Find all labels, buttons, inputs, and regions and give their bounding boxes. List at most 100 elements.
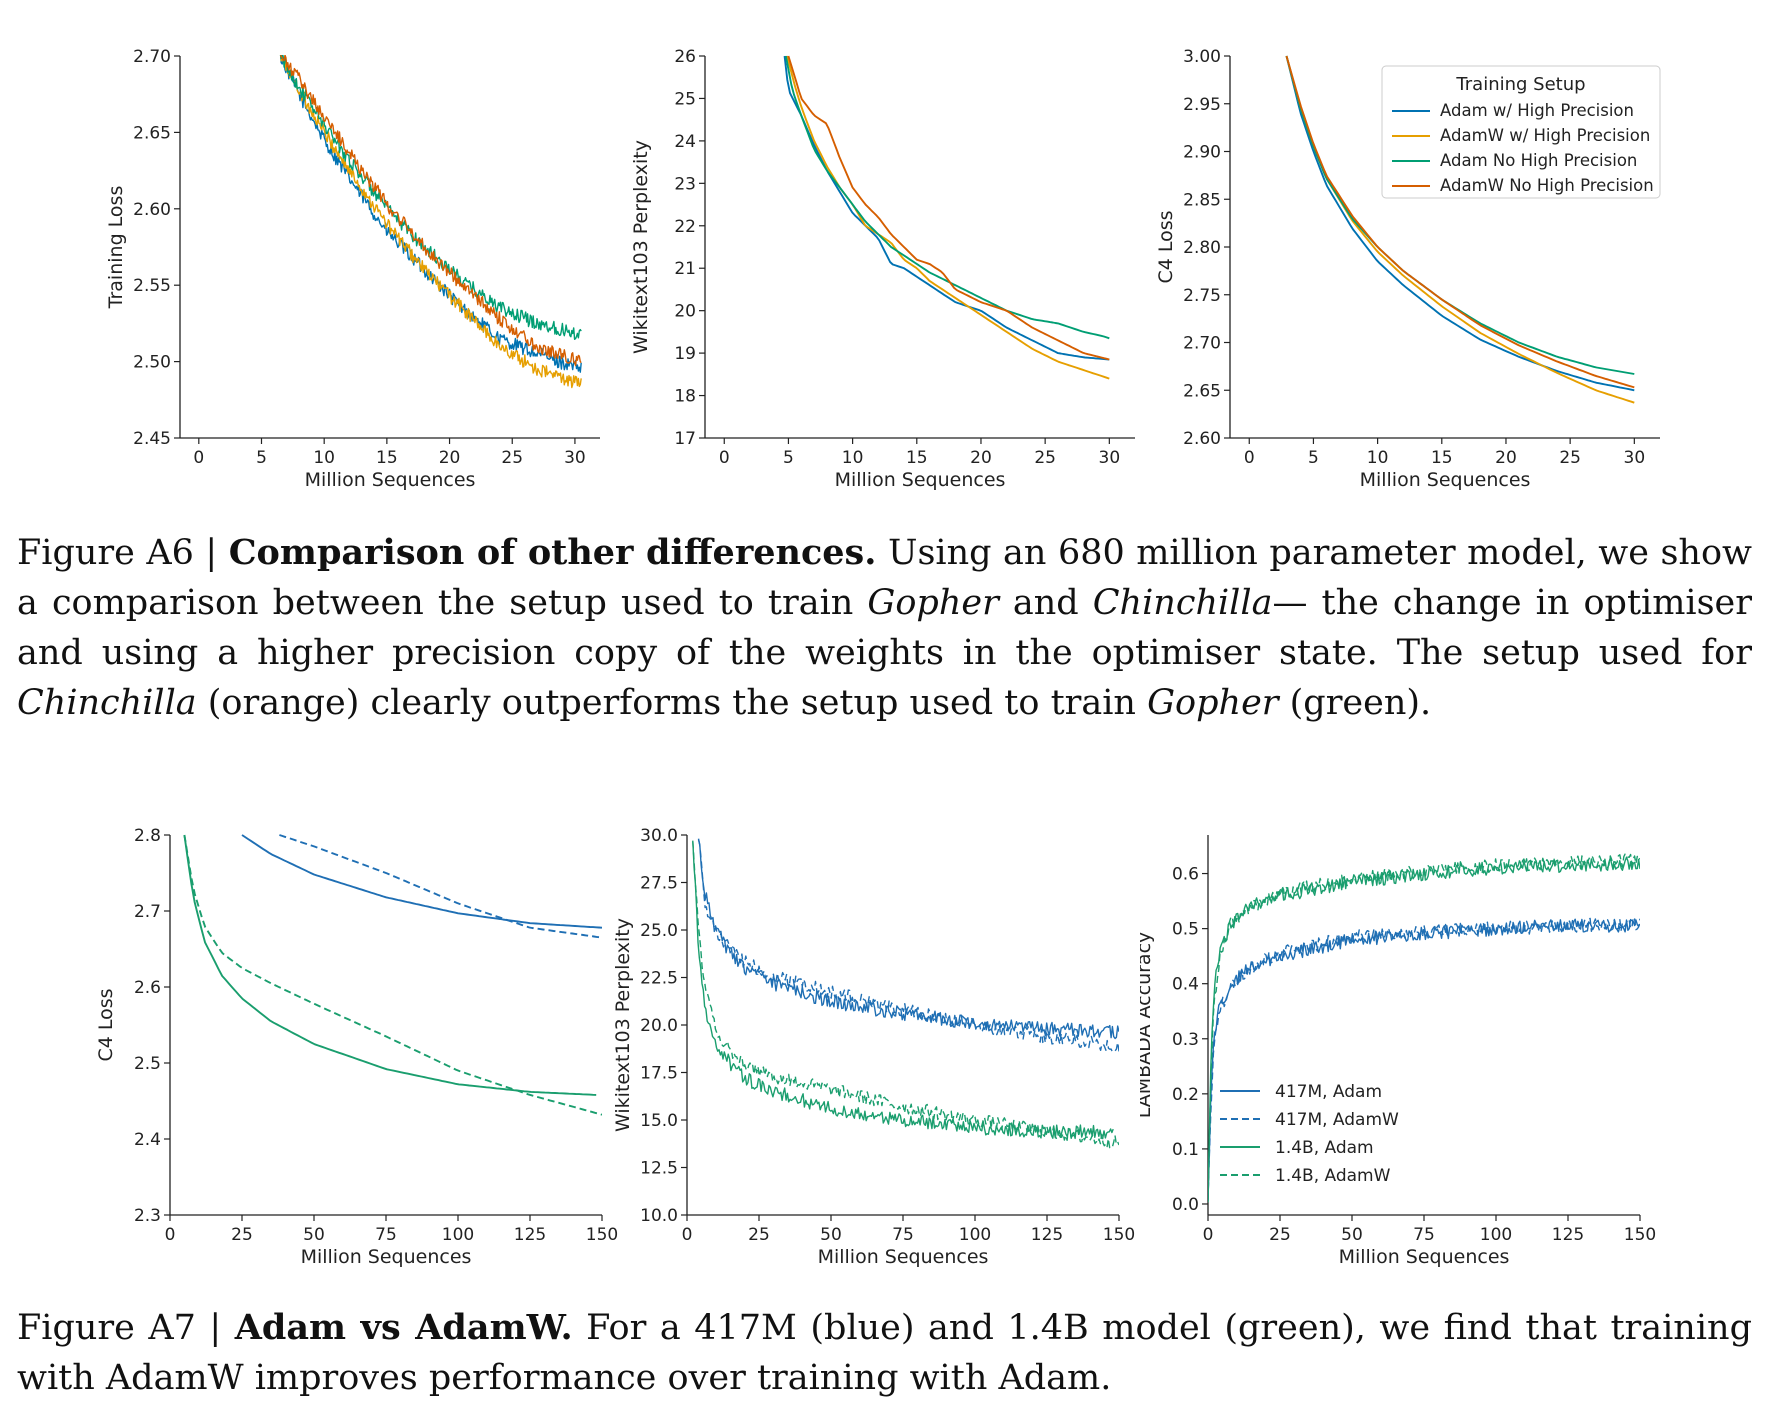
series-line-417m-adamw bbox=[279, 834, 602, 939]
caption-text: (orange) clearly outperforms the setup u… bbox=[196, 683, 1148, 723]
chart-a7-lambada-accuracy: 0.0 0.1 0.2 0.3 0.4 0.5 0.6 0 25 50 75 100 125 150 Mil… bbox=[1140, 835, 1656, 1268]
series-group bbox=[1285, 55, 1635, 404]
series-line-adamw-no-high-precision bbox=[787, 55, 1110, 361]
chart-a6-c4-loss: 2.60 2.65 2.70 2.75 2.80 2.85 2.90 2.95 3.00 0 5 10… bbox=[1155, 47, 1661, 491]
y-tick-label: 18 bbox=[674, 387, 696, 407]
x-tick-label: 75 bbox=[892, 1225, 914, 1245]
y-tick-label: 2.75 bbox=[1183, 286, 1221, 306]
figure-a7-title: Adam vs AdamW. bbox=[234, 1307, 573, 1348]
y-tick-label: 2.4 bbox=[134, 1130, 161, 1150]
series-line-adam-no-high-precision bbox=[784, 55, 1110, 340]
figure-a7-caption: Figure A7 | Adam vs AdamW. For a 417M (b… bbox=[17, 1303, 1752, 1403]
x-tick-label: 25 bbox=[231, 1225, 253, 1245]
y-tick-label: 17.5 bbox=[640, 1064, 678, 1084]
figure-a7-label: Figure A7 | bbox=[17, 1308, 235, 1348]
y-tick-label: 0.6 bbox=[1172, 865, 1199, 885]
chart-a6-training-loss: 2.45 2.50 2.55 2.60 2.65 2.70 0 5 10 15 20 25 30 Mill… bbox=[105, 47, 600, 491]
y-tick-label: 2.85 bbox=[1183, 190, 1221, 210]
y-tick-label: 25.0 bbox=[640, 921, 678, 941]
y-tick-label: 20.0 bbox=[640, 1016, 678, 1036]
y-tick-label: 2.6 bbox=[134, 978, 161, 998]
series-line-417m-adamw bbox=[1208, 916, 1640, 1201]
y-tick-label: 23 bbox=[674, 174, 696, 194]
series-line-adam-w-high-precision bbox=[1285, 55, 1635, 392]
y-axis-label: C4 Loss bbox=[95, 988, 117, 1061]
y-axis-label: LAMBADA Accuracy bbox=[1140, 932, 1155, 1119]
x-tick-label: 0 bbox=[1244, 448, 1255, 468]
y-tick-label: 19 bbox=[674, 344, 696, 364]
series-line-adam-no-high-precision bbox=[279, 55, 582, 340]
x-tick-label: 50 bbox=[1341, 1225, 1363, 1245]
caption-text: — the change in optimiser and using a hi… bbox=[17, 583, 1752, 673]
legend-entry: 1.4B, AdamW bbox=[1275, 1166, 1391, 1186]
series-line-adamw-no-high-precision bbox=[279, 55, 582, 367]
legend-entry: 417M, Adam bbox=[1275, 1082, 1382, 1102]
chart-a7-wikitext-perplexity: 10.0 12.5 15.0 17.5 20.0 22.5 25.0 27.5 30.0 0 25 5… bbox=[612, 826, 1135, 1268]
x-tick-label: 0 bbox=[719, 448, 730, 468]
x-tick-label: 0 bbox=[165, 1225, 176, 1245]
series-line-adamw-no-high-precision bbox=[1285, 55, 1635, 389]
figure-a6-title: Comparison of other differences. bbox=[228, 532, 877, 573]
series-line-417m-adam bbox=[697, 838, 1119, 1040]
y-tick-label: 30.0 bbox=[640, 826, 678, 846]
x-tick-label: 125 bbox=[514, 1225, 546, 1245]
legend-title: Training Setup bbox=[1455, 74, 1585, 95]
y-tick-label: 20 bbox=[674, 302, 696, 322]
y-tick-label: 24 bbox=[674, 132, 696, 152]
y-tick-label: 25 bbox=[674, 89, 696, 109]
series-line-1-4b-adam bbox=[1208, 856, 1640, 1202]
x-tick-label: 100 bbox=[442, 1225, 474, 1245]
y-tick-label: 0.1 bbox=[1172, 1140, 1199, 1160]
y-tick-label: 10.0 bbox=[640, 1206, 678, 1226]
x-tick-label: 125 bbox=[1552, 1225, 1584, 1245]
series-line-1-4b-adam bbox=[692, 840, 1114, 1140]
caption-italic-chinchilla: Chinchilla bbox=[1092, 583, 1273, 623]
x-tick-label: 150 bbox=[586, 1225, 618, 1245]
x-tick-label: 25 bbox=[1034, 448, 1056, 468]
series-line-1-4b-adamw bbox=[1208, 853, 1640, 1203]
y-axis-label: Wikitext103 Perplexity bbox=[630, 140, 652, 354]
x-tick-label: 10 bbox=[842, 448, 864, 468]
x-tick-label: 15 bbox=[376, 448, 398, 468]
y-tick-label: 2.60 bbox=[133, 200, 171, 220]
legend-entry: Adam No High Precision bbox=[1440, 151, 1637, 170]
x-tick-label: 15 bbox=[1431, 448, 1453, 468]
legend-entry: AdamW w/ High Precision bbox=[1440, 126, 1650, 145]
x-tick-label: 20 bbox=[970, 448, 992, 468]
series-line-417m-adam bbox=[241, 834, 602, 929]
caption-text: Using an 680 million parameter model, we… bbox=[17, 533, 1752, 623]
caption-text: and bbox=[998, 583, 1093, 623]
x-axis-label: Million Sequences bbox=[301, 1246, 472, 1268]
x-tick-label: 30 bbox=[564, 448, 586, 468]
series-line-adam-w-high-precision bbox=[783, 55, 1110, 361]
series-group bbox=[692, 838, 1119, 1149]
y-tick-label: 2.65 bbox=[133, 123, 171, 143]
series-group bbox=[1208, 853, 1640, 1203]
series-line-adamw-w-high-precision bbox=[786, 55, 1110, 380]
x-tick-label: 20 bbox=[439, 448, 461, 468]
y-tick-label: 0.4 bbox=[1172, 975, 1199, 995]
x-tick-label: 75 bbox=[375, 1225, 397, 1245]
y-tick-label: 2.50 bbox=[133, 353, 171, 373]
x-axis-label: Million Sequences bbox=[818, 1246, 989, 1268]
x-tick-label: 0 bbox=[682, 1225, 693, 1245]
x-tick-label: 100 bbox=[1480, 1225, 1512, 1245]
x-tick-label: 10 bbox=[1367, 448, 1389, 468]
x-tick-label: 125 bbox=[1031, 1225, 1063, 1245]
y-tick-label: 26 bbox=[674, 47, 696, 67]
y-tick-label: 21 bbox=[674, 259, 696, 279]
series-line-adamw-w-high-precision bbox=[279, 55, 582, 389]
y-tick-label: 2.65 bbox=[1183, 381, 1221, 401]
y-axis-label: Wikitext103 Perplexity bbox=[612, 918, 634, 1132]
y-tick-label: 22 bbox=[674, 217, 696, 237]
series-group bbox=[183, 834, 602, 1116]
caption-italic-gopher: Gopher bbox=[1147, 683, 1279, 723]
y-tick-label: 17 bbox=[674, 429, 696, 449]
x-tick-label: 20 bbox=[1495, 448, 1517, 468]
y-tick-label: 2.60 bbox=[1183, 429, 1221, 449]
series-line-1-4b-adam bbox=[183, 834, 597, 1096]
legend-entry: Adam w/ High Precision bbox=[1440, 101, 1634, 120]
y-tick-label: 2.7 bbox=[134, 902, 161, 922]
x-tick-label: 25 bbox=[748, 1225, 770, 1245]
y-tick-label: 0.0 bbox=[1172, 1195, 1199, 1215]
